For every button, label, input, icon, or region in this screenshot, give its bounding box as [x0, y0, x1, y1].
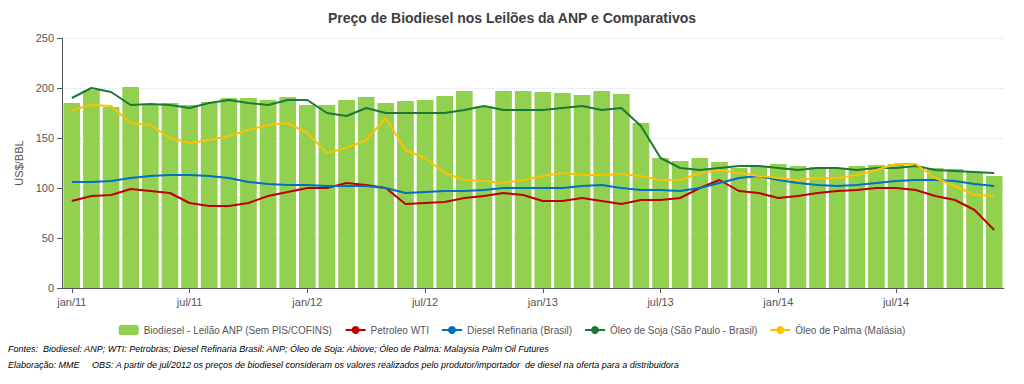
svg-text:jan/13: jan/13	[527, 296, 558, 308]
svg-text:200: 200	[36, 82, 54, 94]
svg-text:jul/11: jul/11	[176, 296, 202, 308]
svg-text:jul/14: jul/14	[882, 296, 909, 308]
svg-text:US$/BBL: US$/BBL	[13, 140, 25, 185]
svg-text:jan/12: jan/12	[291, 296, 322, 308]
svg-text:Elaboração: MME OBS: A par: Elaboração: MME OBS: A partir de jul/201…	[8, 360, 679, 370]
svg-text:jan/14: jan/14	[762, 296, 793, 308]
svg-text:Óleo de Soja (São Paulo - Bras: Óleo de Soja (São Paulo - Brasil)	[610, 324, 757, 336]
svg-text:Petroleo WTI: Petroleo WTI	[371, 325, 429, 336]
svg-text:Diesel Refinaria (Brasil): Diesel Refinaria (Brasil)	[467, 325, 572, 336]
svg-text:Preço de Biodiesel nos Leilões: Preço de Biodiesel nos Leilões da ANP e …	[328, 10, 696, 26]
svg-text:Fontes: Biodiesel: ANP; WTI:: Fontes: Biodiesel: ANP; WTI: Petrobras; …	[8, 344, 549, 354]
svg-text:50: 50	[42, 232, 54, 244]
svg-text:150: 150	[36, 132, 54, 144]
svg-text:250: 250	[36, 32, 54, 44]
svg-text:100: 100	[36, 182, 54, 194]
svg-text:Óleo de Palma (Malásia): Óleo de Palma (Malásia)	[795, 324, 905, 336]
svg-text:0: 0	[48, 282, 54, 294]
svg-text:jul/13: jul/13	[646, 296, 673, 308]
svg-text:jul/12: jul/12	[411, 296, 438, 308]
svg-text:Biodiesel - Leilão ANP (Sem PI: Biodiesel - Leilão ANP (Sem PIS/COFINS)	[144, 325, 332, 336]
svg-text:jan/11: jan/11	[56, 296, 86, 308]
